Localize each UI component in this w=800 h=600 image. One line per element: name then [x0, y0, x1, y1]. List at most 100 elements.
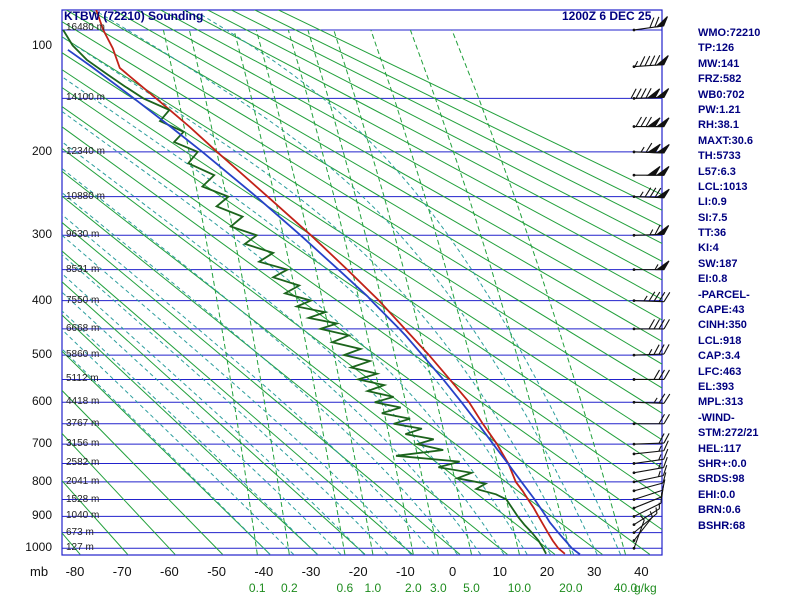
height-label: 10880 m [66, 190, 105, 202]
temperature-tick-label: 0 [448, 564, 457, 579]
height-label: 12340 m [66, 145, 105, 157]
stats-line: LCL:1013 [698, 180, 748, 193]
stats-line: WMO:72210 [698, 27, 761, 39]
stats-line: FRZ:582 [698, 73, 742, 86]
height-label: 2041 m [66, 475, 100, 487]
mixing-unit-label: g/kg [634, 581, 657, 595]
mixing-ratio-label: 20.0 [559, 581, 583, 595]
mixing-ratio-label: 5.0 [463, 581, 480, 595]
pressure-label: 300 [31, 227, 52, 242]
height-label: 1528 m [66, 493, 100, 505]
temperature-tick-label: -30 [301, 564, 321, 579]
height-label: 14100 m [66, 92, 105, 104]
temperature-tick-label: 40 [634, 564, 649, 579]
height-label: 5860 m [66, 349, 100, 361]
stats-line: EHI:0.0 [698, 488, 736, 501]
parcel-trace [67, 49, 581, 555]
stats-line: TH:5733 [698, 150, 741, 163]
stats-line: CINH:350 [698, 319, 747, 332]
temperature-tick-label: 10 [492, 564, 508, 579]
stats-line: PW:1.21 [698, 103, 741, 116]
temperature-tick-label: 20 [539, 564, 555, 579]
pressure-label: 200 [31, 143, 52, 158]
temperature-tick-label: -60 [159, 564, 179, 579]
stats-line: LFC:463 [698, 365, 742, 378]
stats-line: SW:187 [698, 257, 738, 270]
stats-line: WB0:702 [698, 88, 745, 101]
pressure-label: 400 [31, 292, 52, 307]
stats-line: SI:7.5 [698, 211, 728, 224]
pressure-label: 100 [31, 38, 52, 52]
pressure-label: 500 [31, 347, 52, 362]
plot-frame [61, 9, 663, 556]
mixing-ratio-label: 1.0 [364, 581, 382, 595]
height-label: 7550 m [66, 294, 100, 306]
mixing-ratio-label: 2.0 [404, 581, 422, 595]
pressure-label: 1000 [25, 540, 52, 555]
pressure-grid [62, 29, 662, 549]
stats-line: TT:36 [698, 227, 727, 240]
height-label: 5112 m [66, 373, 99, 385]
stats-line: MAXT:30.6 [698, 134, 754, 147]
stats-line: MPL:313 [698, 396, 744, 409]
mixing-ratio-label: 0.6 [336, 581, 354, 595]
height-label: 673 m [66, 526, 94, 538]
stats-line: BSHR:68 [698, 519, 746, 532]
moist-adiabats [62, 13, 621, 555]
temperature-trace [95, 10, 566, 555]
stats-line: SHR+:0.0 [698, 457, 747, 470]
stats-line: BRN:0.6 [698, 504, 741, 517]
height-label: 4418 m [66, 396, 100, 408]
stats-line: L57:6.3 [698, 165, 736, 178]
height-label: 3767 m [66, 417, 100, 429]
temperature-tick-label: -10 [395, 564, 415, 579]
pressure-label: 600 [31, 394, 52, 409]
temperature-tick-label: -50 [207, 564, 226, 579]
stats-line: MW:141 [698, 57, 740, 70]
mixing-ratio-label: 40.0 [613, 581, 638, 595]
height-label: 9630 m [66, 229, 100, 241]
pressure-label: 800 [31, 473, 52, 488]
stats-line: EL:393 [698, 380, 735, 393]
pressure-label: 900 [31, 508, 52, 523]
temperature-tick-label: 30 [586, 564, 602, 579]
temperature-tick-label: -70 [112, 564, 132, 579]
stats-line: STM:272/21 [698, 427, 759, 440]
wind-barbs [630, 16, 671, 550]
temperature-tick-label: -80 [65, 564, 85, 579]
stats-line: SRDS:98 [698, 473, 745, 486]
datetime-label: 1200Z 6 DEC 25 [562, 9, 652, 23]
height-label: 6668 m [66, 322, 100, 334]
height-label: 8531 m [66, 263, 100, 275]
height-label: 127 m [66, 542, 94, 554]
stats-line: HEL:117 [698, 442, 742, 455]
mixing-ratio-label: 3.0 [430, 581, 447, 595]
pressure-label: 700 [31, 436, 52, 451]
height-label: 3156 m [66, 438, 100, 450]
dry-adiabats [62, 10, 662, 555]
stats-panel: WMO:72210 TP:126 MW:141 FRZ:582 WB0:702 PW:1.… [698, 26, 798, 534]
stats-line: CAP:3.4 [698, 350, 741, 363]
dewpoint-trace [62, 29, 547, 555]
height-label: 16480 m [66, 22, 105, 33]
stats-line: EI:0.8 [698, 273, 728, 286]
mixing-ratio-label: 10.0 [507, 581, 532, 595]
stats-line: LCL:918 [698, 334, 742, 347]
stats-line: -WIND- [698, 411, 735, 424]
stats-line: LI:0.9 [698, 196, 727, 209]
stats-line: -PARCEL- [698, 288, 750, 301]
stats-line: TP:126 [698, 42, 735, 55]
pressure-unit-label: mb [30, 564, 49, 579]
page-title: KTBW (72210) Sounding [64, 9, 204, 23]
stats-line: RH:38.1 [698, 119, 739, 132]
mixing-ratio-label: 0.1 [248, 581, 266, 595]
stats-line: CAPE:43 [698, 304, 745, 317]
temperature-tick-label: -40 [254, 564, 274, 579]
height-label: 1040 m [66, 510, 100, 522]
temperature-tick-label: -20 [348, 564, 368, 579]
stats-line: KI:4 [698, 242, 719, 255]
height-label: 2582 m [66, 457, 100, 469]
mixing-ratio-label: 0.2 [281, 581, 298, 595]
